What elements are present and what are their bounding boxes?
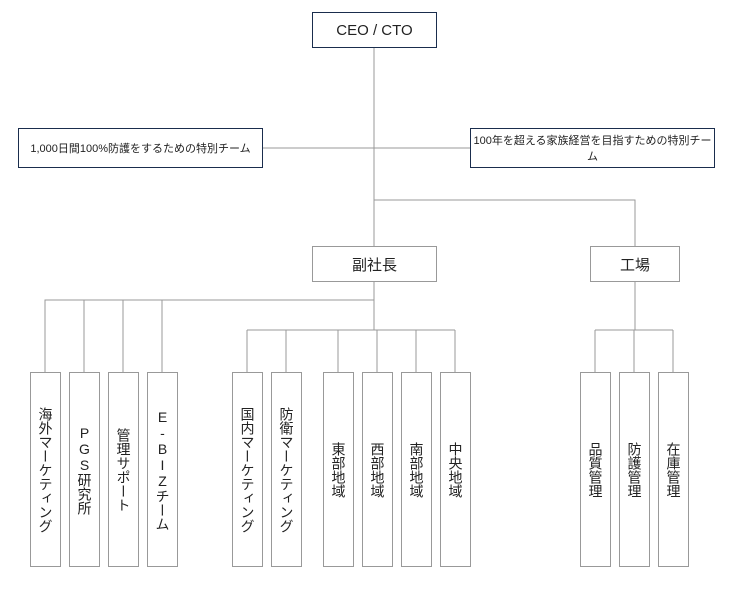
overseas-marketing-label: 海外マーケティング — [36, 407, 56, 533]
overseas-marketing-node: 海外マーケティング — [30, 372, 61, 567]
south-region-node: 南部地域 — [401, 372, 432, 567]
pgs-lab-node: PGS研究所 — [69, 372, 100, 567]
vice-president-label: 副社長 — [352, 254, 397, 275]
central-region-label: 中央地域 — [446, 442, 466, 498]
defense-marketing-node: 防衛マーケティング — [271, 372, 302, 567]
west-region-node: 西部地域 — [362, 372, 393, 567]
quality-control-label: 品質管理 — [586, 442, 606, 498]
special-team-1000days-node: 1,000日間100%防護をするための特別チーム — [18, 128, 263, 168]
admin-support-label: 管理サポート — [114, 428, 134, 512]
inventory-control-node: 在庫管理 — [658, 372, 689, 567]
pgs-lab-label: PGS研究所 — [75, 425, 95, 515]
east-region-node: 東部地域 — [323, 372, 354, 567]
ebiz-team-node: E-BIZチーム — [147, 372, 178, 567]
special-team-1000days-label: 1,000日間100%防護をするための特別チーム — [30, 140, 250, 156]
defense-marketing-label: 防衛マーケティング — [277, 407, 297, 533]
protection-control-label: 防護管理 — [625, 442, 645, 498]
west-region-label: 西部地域 — [368, 442, 388, 498]
inventory-control-label: 在庫管理 — [664, 442, 684, 498]
protection-control-node: 防護管理 — [619, 372, 650, 567]
factory-node: 工場 — [590, 246, 680, 282]
south-region-label: 南部地域 — [407, 442, 427, 498]
domestic-marketing-node: 国内マーケティング — [232, 372, 263, 567]
quality-control-node: 品質管理 — [580, 372, 611, 567]
ceo-label: CEO / CTO — [336, 22, 412, 39]
ebiz-team-label: E-BIZチーム — [153, 409, 173, 531]
domestic-marketing-label: 国内マーケティング — [238, 407, 258, 533]
ceo-node: CEO / CTO — [312, 12, 437, 48]
factory-label: 工場 — [620, 254, 650, 275]
admin-support-node: 管理サポート — [108, 372, 139, 567]
east-region-label: 東部地域 — [329, 442, 349, 498]
special-team-100years-node: 100年を超える家族経営を目指すための特別チーム — [470, 128, 715, 168]
central-region-node: 中央地域 — [440, 372, 471, 567]
vice-president-node: 副社長 — [312, 246, 437, 282]
special-team-100years-label: 100年を超える家族経営を目指すための特別チーム — [471, 132, 714, 164]
